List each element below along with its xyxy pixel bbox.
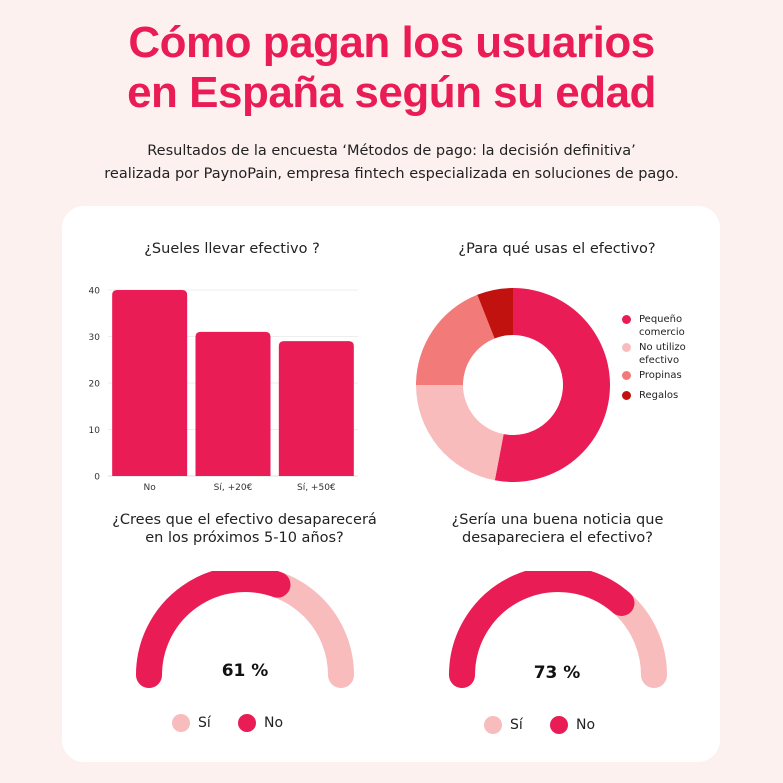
bar-y-tick-label: 0 (94, 473, 100, 483)
donut-slice-4 (477, 288, 513, 339)
gauge2-fill (449, 571, 635, 688)
gauge1-legend-no-swatch (238, 714, 256, 732)
bar-x-tick-label: Sí, +50€ (297, 483, 336, 493)
donut-legend-label: Regalos (639, 389, 678, 402)
gauge1-legend-no: No (238, 714, 283, 732)
donut-chart (416, 288, 611, 482)
gauge1-title-line-2: en los próximos 5-10 años? (145, 530, 344, 546)
bar-y-tick-label: 30 (89, 333, 101, 343)
donut-legend-label: No utilizo efectivo (639, 341, 686, 367)
gauge2-value-label: 73 % (533, 663, 581, 683)
gauge1-value-label: 61 % (221, 661, 269, 681)
charts-card: ¿Sueles llevar efectivo ? 0 10 20 30 40 No Sí,… (62, 206, 720, 762)
donut-legend-label-line: Regalos (639, 390, 679, 401)
gauge2-title-line-2: desapareciera el efectivo? (462, 530, 653, 546)
subtitle-line-2: realizada por PaynoPain, empresa fintech… (104, 166, 679, 182)
gauge2-legend-no: No (550, 716, 595, 734)
gauge1-legend-si: Sí (172, 714, 211, 732)
gauge1-legend-si-label: Sí (198, 715, 211, 731)
page-subtitle: Resultados de la encuesta ‘Métodos de pa… (0, 140, 783, 186)
bar-1 (112, 290, 188, 476)
donut-legend-swatch (622, 315, 631, 324)
gauge1-legend-si-swatch (172, 714, 190, 732)
gauge2-title-line-1: ¿Sería una buena noticia que (451, 512, 664, 528)
donut-legend-swatch (622, 371, 631, 380)
donut-legend-label-line: Propinas (639, 370, 682, 381)
donut-legend-swatch (622, 343, 631, 352)
gauge2-legend-no-label: No (576, 717, 596, 733)
donut-legend-label: Propinas (639, 369, 682, 382)
subtitle-line-1: Resultados de la encuesta ‘Métodos de pa… (147, 143, 636, 159)
bar-x-tick-label: Sí, +20€ (214, 483, 253, 493)
donut-legend-swatch (622, 391, 631, 400)
donut-legend-item: No utilizo efectivo (622, 341, 686, 367)
title-line-1: Cómo pagan los usuarios (128, 18, 655, 67)
gauge2-legend-si-swatch (484, 716, 502, 734)
donut-legend-label: Pequeño comercio (639, 313, 685, 339)
gauge2-legend-si-label: Sí (510, 717, 523, 733)
donut-legend-item: Pequeño comercio (622, 313, 685, 339)
bar-chart: 0 10 20 30 40 No Sí, +20€ Sí, +50€ (89, 287, 358, 493)
donut-legend-label-line: efectivo (639, 355, 680, 366)
bar-x-tick-label: No (144, 483, 157, 493)
gauge1-title-line-1: ¿Crees que el efectivo desaparecerá (112, 512, 377, 528)
donut-chart-title: ¿Para qué usas el efectivo? (458, 241, 656, 257)
gauge1-chart (136, 571, 354, 688)
gauge2-legend-no-swatch (550, 716, 568, 734)
bar-y-tick-label: 40 (89, 287, 101, 297)
bar-2 (195, 331, 271, 476)
donut-legend-label-line: Pequeño (639, 314, 683, 325)
gauge2-chart (449, 571, 667, 688)
title-line-2: en España según su edad (127, 68, 656, 117)
donut-legend-item: Regalos (622, 389, 678, 402)
bar-y-tick-label: 10 (89, 426, 101, 436)
bar-3 (278, 341, 354, 476)
page-title: Cómo pagan los usuarios en España según … (0, 18, 783, 118)
bar-chart-title: ¿Sueles llevar efectivo ? (144, 241, 320, 257)
donut-slice-1 (494, 288, 611, 482)
donut-slice-3 (416, 294, 495, 385)
bar-y-tick-label: 20 (89, 380, 101, 390)
gauge1-legend-no-label: No (264, 715, 284, 731)
gauge2-title: ¿Sería una buena noticia que desaparecie… (395, 511, 720, 547)
gauge2-legend-si: Sí (484, 716, 523, 734)
donut-legend-item: Propinas (622, 369, 682, 382)
donut-legend-label-line: comercio (639, 327, 685, 338)
donut-legend-label-line: No utilizo (639, 342, 686, 353)
gauge1-fill (136, 571, 291, 688)
gauge1-title: ¿Crees que el efectivo desaparecerá en l… (82, 511, 407, 547)
donut-slice-2 (416, 385, 504, 481)
